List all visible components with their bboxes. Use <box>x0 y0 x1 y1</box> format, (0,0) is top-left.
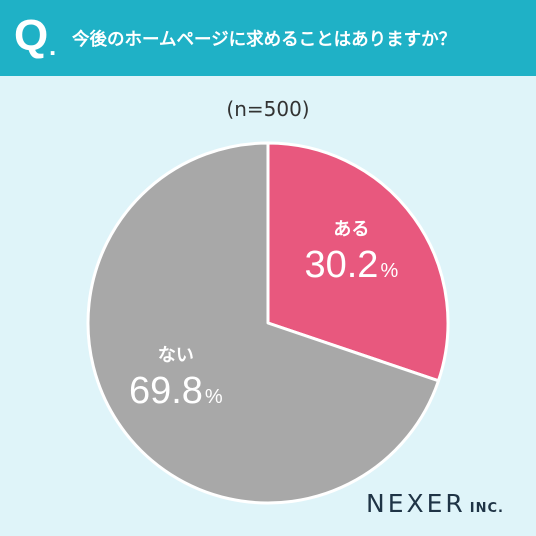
q-letter: Q <box>14 11 49 60</box>
slice-label-0: ある <box>333 219 369 240</box>
slice-label-1: ない <box>158 345 194 366</box>
slice-value-1: 69.8% <box>129 370 223 412</box>
question-text: 今後のホームページに求めることはありますか？ <box>72 30 457 50</box>
brand-suffix: INC. <box>469 501 504 516</box>
q-dot: . <box>49 31 57 61</box>
q-icon: Q . <box>14 12 62 68</box>
nexer-logo: NEXER INC. <box>366 489 504 518</box>
slice-value-0: 30.2% <box>304 244 398 286</box>
pie-slice-0 <box>266 141 450 383</box>
brand-name: NEXER <box>366 489 466 518</box>
sample-size: (n=500) <box>226 97 310 121</box>
pie-slice-1 <box>86 141 440 505</box>
question-header: Q . 今後のホームページに求めることはありますか？ <box>0 0 536 76</box>
